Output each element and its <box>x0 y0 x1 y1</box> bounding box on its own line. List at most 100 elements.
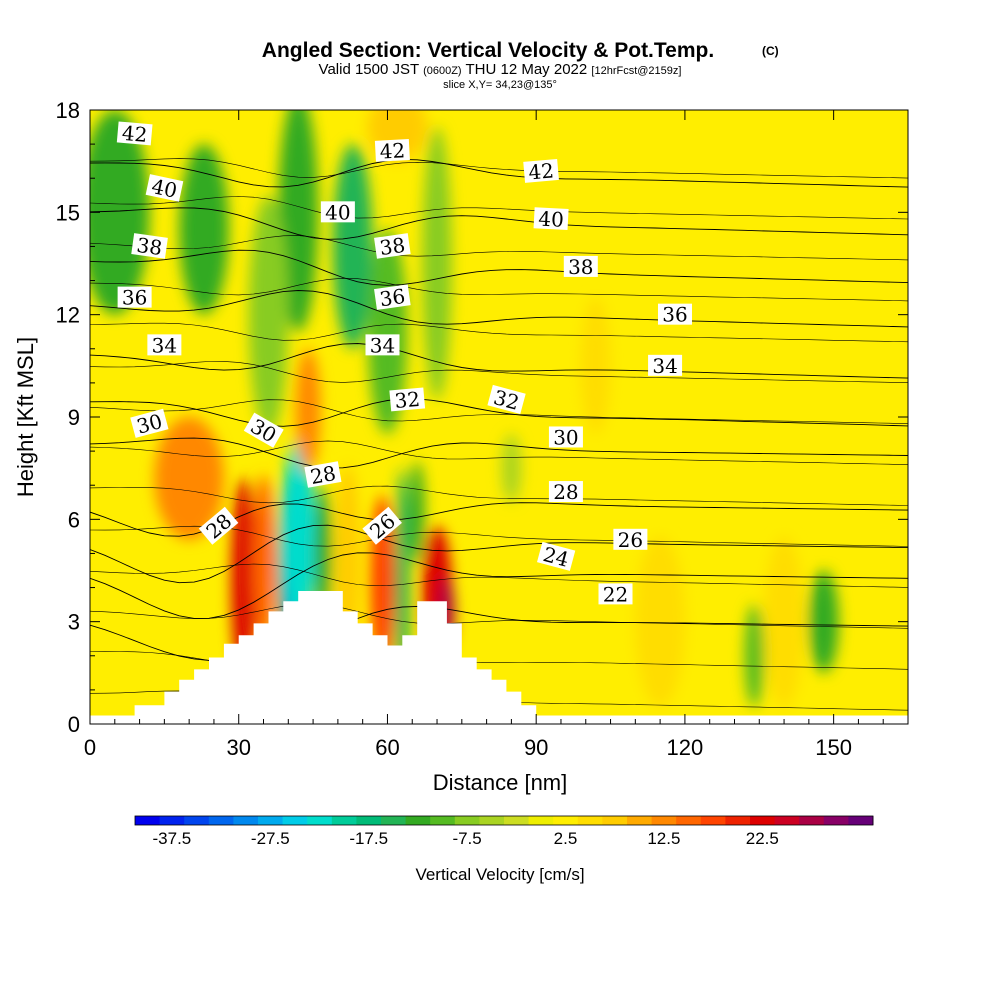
colorbar-tick-label: -37.5 <box>153 829 192 848</box>
theta-contour-minor-13 <box>90 158 908 179</box>
theta-label-box <box>117 286 152 308</box>
theta-label-32: 32 <box>487 384 526 415</box>
colorbar-swatch <box>233 816 259 825</box>
velocity-cell-4 <box>280 440 316 632</box>
theta-label-text: 40 <box>538 207 565 232</box>
y-tick-label: 12 <box>56 303 80 328</box>
theta-label-box <box>145 174 184 202</box>
theta-label-text: 38 <box>568 255 593 279</box>
theta-label-40: 40 <box>145 174 184 203</box>
theta-contour-38 <box>90 249 908 286</box>
theta-label-text: 28 <box>553 480 578 504</box>
theta-contours <box>90 158 908 711</box>
theta-label-26: 26 <box>613 528 648 552</box>
chart-title-unit: (C) <box>762 44 779 58</box>
theta-label-40: 40 <box>533 207 569 232</box>
y-tick-label: 18 <box>56 98 80 123</box>
y-tick-label: 0 <box>68 712 80 737</box>
theta-label-text: 34 <box>652 354 677 378</box>
theta-contour-minor-2 <box>90 603 908 629</box>
theta-label-34: 34 <box>365 333 400 357</box>
theta-contour-40 <box>90 207 908 240</box>
theta-label-28: 28 <box>304 461 342 489</box>
colorbar-swatch <box>528 816 554 825</box>
colorbar-swatch <box>848 816 874 825</box>
theta-label-text: 26 <box>618 528 643 552</box>
x-tick-label: 120 <box>667 735 704 760</box>
colorbar-swatch <box>799 816 825 825</box>
theta-label-text: 34 <box>152 333 177 357</box>
theta-contour-minor-7 <box>90 399 908 424</box>
x-tick-label: 90 <box>524 735 548 760</box>
theta-label-36: 36 <box>657 303 692 327</box>
theta-label-box <box>243 412 284 448</box>
colorbar-label: Vertical Velocity [cm/s] <box>415 865 584 884</box>
velocity-cell-6 <box>314 485 332 622</box>
theta-label-30: 30 <box>548 425 583 449</box>
theta-contour-34 <box>90 343 908 379</box>
theta-label-40: 40 <box>320 200 355 224</box>
colorbar-swatch <box>208 816 234 825</box>
x-tick-label: 150 <box>815 735 852 760</box>
theta-label-22: 22 <box>598 582 633 606</box>
theta-label-box <box>116 121 153 146</box>
y-axis-label: Height [Kft MSL] <box>13 337 38 497</box>
colorbar-frame <box>134 815 874 826</box>
colorbar-swatch <box>405 816 431 825</box>
velocity-cell-19 <box>422 127 452 400</box>
theta-label-box <box>374 139 410 162</box>
theta-label-34: 34 <box>648 354 683 378</box>
theta-label-42: 42 <box>116 121 153 147</box>
colorbar-swatch <box>676 816 702 825</box>
colorbar-tick-label: 12.5 <box>647 829 680 848</box>
theta-label-text: 22 <box>603 582 628 606</box>
colorbar-tick-label: 2.5 <box>554 829 578 848</box>
velocity-cell-14 <box>179 144 229 315</box>
colorbar-swatch <box>479 816 505 825</box>
colorbar-swatch <box>381 816 407 825</box>
velocity-cell-23 <box>635 536 685 707</box>
theta-label-36: 36 <box>374 284 411 311</box>
colorbar-tick-label: 22.5 <box>746 829 779 848</box>
theta-label-text: 42 <box>121 121 148 147</box>
theta-contour-30 <box>90 437 908 469</box>
colorbar-swatch <box>774 816 800 825</box>
colorbar-tick-label: -7.5 <box>452 829 481 848</box>
colorbar-swatch <box>307 816 333 825</box>
theta-contour-26 <box>90 524 908 584</box>
theta-label-text: 38 <box>135 233 164 260</box>
colorbar-tick-label: -27.5 <box>251 829 290 848</box>
colorbar-tick-label: -17.5 <box>349 829 388 848</box>
theta-label-42: 42 <box>374 138 410 164</box>
theta-label-box <box>533 207 569 231</box>
theta-label-box <box>487 384 526 415</box>
velocity-cell-26 <box>793 110 874 315</box>
valid-forecast: [12hrFcst@2159z] <box>591 65 681 77</box>
theta-label-box <box>523 158 559 183</box>
velocity-cell-21 <box>744 604 765 707</box>
velocity-cell-22 <box>808 570 839 673</box>
theta-contour-minor-11 <box>90 235 908 261</box>
theta-label-box <box>648 354 683 376</box>
theta-label-box <box>613 528 648 550</box>
theta-label-text: 38 <box>378 233 407 260</box>
y-tick-label: 6 <box>68 507 80 532</box>
velocity-cell-15 <box>278 110 319 332</box>
colorbar-swatch <box>454 816 480 825</box>
theta-contour-minor-9 <box>90 322 908 343</box>
colorbar-swatch <box>553 816 579 825</box>
velocity-cell-1 <box>154 417 224 540</box>
theta-label-box <box>198 506 239 545</box>
colorbar-swatch <box>700 816 726 825</box>
theta-label-42: 42 <box>523 158 559 184</box>
colorbar-swatch <box>750 816 776 825</box>
x-axis-label: Distance [nm] <box>433 770 568 795</box>
theta-label-text: 40 <box>149 174 179 203</box>
colorbar-swatch <box>577 816 603 825</box>
colorbar-swatch <box>823 816 849 825</box>
theta-label-box <box>304 461 342 488</box>
colorbar-swatch <box>430 816 456 825</box>
